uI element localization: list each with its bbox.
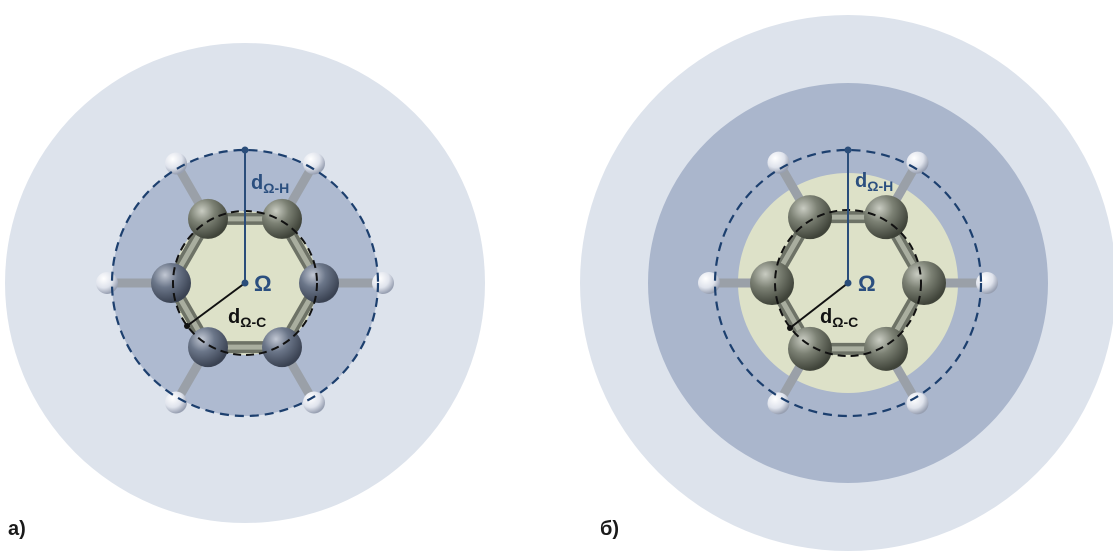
radius-c-label-sub: Ω-C <box>832 314 858 330</box>
radius-c-endpoint <box>184 323 190 329</box>
carbon-atom <box>788 195 832 240</box>
radius-h-label-sub: Ω-H <box>263 180 289 196</box>
carbon-atom <box>151 263 191 303</box>
radius-h-label: dΩ-H <box>251 172 289 196</box>
radius-h-label: dΩ-H <box>855 170 893 194</box>
hydrogen-atom <box>906 151 929 174</box>
radius-c-label: dΩ-C <box>820 306 858 330</box>
dashed-circle-h <box>110 148 380 418</box>
hydrogen-atom <box>165 152 187 175</box>
carbon-atom <box>864 326 908 371</box>
hydrogen-atom <box>976 272 998 294</box>
hydrogen-atom <box>303 152 325 175</box>
center-symbol: Ω <box>254 271 272 296</box>
benzene-molecule <box>698 151 998 415</box>
hydrogen-atom <box>303 391 325 414</box>
hydrogen-atom <box>906 392 929 415</box>
panel-b: Ω dΩ-H dΩ-C <box>580 15 1113 551</box>
benzene-molecule <box>96 152 394 414</box>
panel-b-label: б) <box>600 518 620 540</box>
radius-c-endpoint <box>787 325 793 331</box>
radius-c-line <box>186 282 246 327</box>
carbon-atom <box>902 261 946 305</box>
carbon-atom <box>188 327 228 368</box>
hydrogen-atom <box>165 391 187 414</box>
carbon-atom <box>788 326 832 371</box>
panel-a: Ω dΩ-H dΩ-C <box>5 43 485 523</box>
carbon-atom <box>299 263 339 303</box>
radius-c-line <box>789 282 849 329</box>
dashed-circle-h <box>713 148 983 418</box>
center-point <box>844 279 852 287</box>
hydrogen-atom <box>767 392 790 415</box>
center-point <box>241 279 249 287</box>
panel-a-label: а) <box>8 518 26 540</box>
radius-c-label-sub: Ω-C <box>240 314 266 330</box>
radius-h-label-main: d <box>855 170 867 192</box>
radius-c-label-main: d <box>820 306 832 328</box>
carbon-atom <box>188 198 228 239</box>
carbon-atom <box>864 195 908 240</box>
center-symbol: Ω <box>858 271 876 296</box>
radius-c-label: dΩ-C <box>228 306 266 330</box>
hydrogen-atom <box>767 151 790 174</box>
radius-h-endpoint <box>844 146 852 154</box>
hydrogen-atom <box>698 272 720 294</box>
radius-c-label-main: d <box>228 306 240 328</box>
carbon-atom <box>750 261 794 305</box>
hydrogen-atom <box>372 272 394 294</box>
hydrogen-atom <box>96 272 118 294</box>
radius-h-label-sub: Ω-H <box>867 178 893 194</box>
carbon-atom <box>262 327 302 368</box>
radius-h-label-main: d <box>251 172 263 194</box>
radius-h-endpoint <box>241 146 249 154</box>
